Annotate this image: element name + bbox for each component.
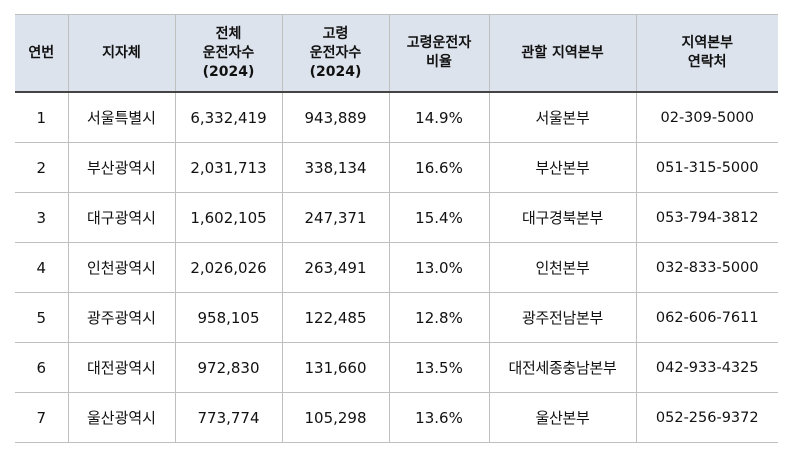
header-elderly-drivers: 고령 운전자수 (2024)	[281, 14, 390, 93]
header-elderly-ratio-line2: 비율	[426, 54, 452, 70]
cell-no: 5	[15, 292, 69, 343]
cell-elderly-drivers: 263,491	[281, 242, 390, 293]
cell-total-drivers: 972,830	[174, 342, 283, 393]
cell-elderly-ratio: 13.0%	[388, 242, 490, 293]
table-row: 5 광주광역시 958,105 122,485 12.8% 광주전남본부 062…	[15, 292, 778, 343]
header-total-drivers-line2: 운전자수	[202, 44, 255, 61]
cell-no: 3	[15, 192, 69, 243]
cell-no: 7	[15, 392, 69, 443]
cell-regional-hq: 대구경북본부	[488, 192, 637, 243]
cell-regional-hq: 부산본부	[488, 142, 637, 193]
cell-local-government: 인천광역시	[67, 242, 176, 293]
cell-regional-hq: 광주전남본부	[488, 292, 637, 343]
cell-no: 2	[15, 142, 69, 193]
header-elderly-drivers-line1: 고령	[322, 25, 349, 42]
header-regional-hq: 관할 지역본부	[488, 14, 637, 93]
cell-hq-contact: 032-833-5000	[635, 242, 778, 293]
cell-hq-contact: 062-606-7611	[635, 292, 778, 343]
cell-elderly-drivers: 247,371	[281, 192, 390, 243]
header-row: 연번 지자체 전체 운전자수 (2024) 고령 운전자수 (2024) 고령운…	[15, 14, 778, 93]
header-total-drivers: 전체 운전자수 (2024)	[174, 14, 283, 93]
table-row: 4 인천광역시 2,026,026 263,491 13.0% 인천본부 032…	[15, 242, 778, 293]
cell-regional-hq: 서울본부	[488, 91, 637, 143]
cell-elderly-ratio: 16.6%	[388, 142, 490, 193]
header-elderly-drivers-line3: (2024)	[309, 63, 362, 80]
header-no: 연번	[15, 14, 69, 93]
cell-total-drivers: 773,774	[174, 392, 283, 443]
cell-total-drivers: 2,031,713	[174, 142, 283, 193]
cell-local-government: 서울특별시	[67, 91, 176, 143]
cell-local-government: 부산광역시	[67, 142, 176, 193]
cell-hq-contact: 053-794-3812	[635, 192, 778, 243]
table-row: 1 서울특별시 6,332,419 943,889 14.9% 서울본부 02-…	[15, 91, 778, 143]
table-row: 3 대구광역시 1,602,105 247,371 15.4% 대구경북본부 0…	[15, 192, 778, 243]
cell-regional-hq: 울산본부	[488, 392, 637, 443]
cell-total-drivers: 6,332,419	[174, 91, 283, 143]
cell-elderly-ratio: 13.6%	[388, 392, 490, 443]
cell-elderly-ratio: 12.8%	[388, 292, 490, 343]
cell-regional-hq: 대전세종충남본부	[488, 342, 637, 393]
header-hq-contact-line1: 지역본부	[681, 35, 734, 51]
cell-local-government: 광주광역시	[67, 292, 176, 343]
cell-total-drivers: 1,602,105	[174, 192, 283, 243]
cell-no: 6	[15, 342, 69, 393]
header-hq-contact-line2: 연락처	[687, 54, 727, 70]
table-header: 연번 지자체 전체 운전자수 (2024) 고령 운전자수 (2024) 고령운…	[15, 14, 778, 93]
cell-hq-contact: 052-256-9372	[635, 392, 778, 443]
table-row: 2 부산광역시 2,031,713 338,134 16.6% 부산본부 051…	[15, 142, 778, 193]
cell-no: 1	[15, 91, 69, 143]
cell-elderly-drivers: 131,660	[281, 342, 390, 393]
cell-total-drivers: 2,026,026	[174, 242, 283, 293]
header-elderly-ratio-line1: 고령운전자	[406, 35, 472, 51]
cell-hq-contact: 051-315-5000	[635, 142, 778, 193]
header-hq-contact: 지역본부 연락처	[635, 14, 778, 93]
cell-elderly-ratio: 13.5%	[388, 342, 490, 393]
table-row: 6 대전광역시 972,830 131,660 13.5% 대전세종충남본부 0…	[15, 342, 778, 393]
cell-local-government: 울산광역시	[67, 392, 176, 443]
header-total-drivers-line3: (2024)	[202, 63, 255, 80]
cell-total-drivers: 958,105	[174, 292, 283, 343]
cell-no: 4	[15, 242, 69, 293]
header-total-drivers-line1: 전체	[215, 25, 242, 42]
driver-statistics-table-container: 연번 지자체 전체 운전자수 (2024) 고령 운전자수 (2024) 고령운…	[15, 14, 778, 443]
cell-elderly-ratio: 14.9%	[388, 91, 490, 143]
cell-hq-contact: 02-309-5000	[635, 91, 778, 143]
cell-elderly-drivers: 122,485	[281, 292, 390, 343]
cell-elderly-ratio: 15.4%	[388, 192, 490, 243]
header-elderly-ratio: 고령운전자 비율	[388, 14, 490, 93]
table-row: 7 울산광역시 773,774 105,298 13.6% 울산본부 052-2…	[15, 392, 778, 443]
cell-local-government: 대전광역시	[67, 342, 176, 393]
cell-hq-contact: 042-933-4325	[635, 342, 778, 393]
cell-elderly-drivers: 943,889	[281, 91, 390, 143]
table-body: 1 서울특별시 6,332,419 943,889 14.9% 서울본부 02-…	[15, 91, 778, 443]
cell-regional-hq: 인천본부	[488, 242, 637, 293]
header-local-government: 지자체	[67, 14, 176, 93]
cell-elderly-drivers: 338,134	[281, 142, 390, 193]
elderly-driver-table: 연번 지자체 전체 운전자수 (2024) 고령 운전자수 (2024) 고령운…	[15, 14, 778, 443]
cell-elderly-drivers: 105,298	[281, 392, 390, 443]
cell-local-government: 대구광역시	[67, 192, 176, 243]
header-elderly-drivers-line2: 운전자수	[309, 44, 362, 61]
